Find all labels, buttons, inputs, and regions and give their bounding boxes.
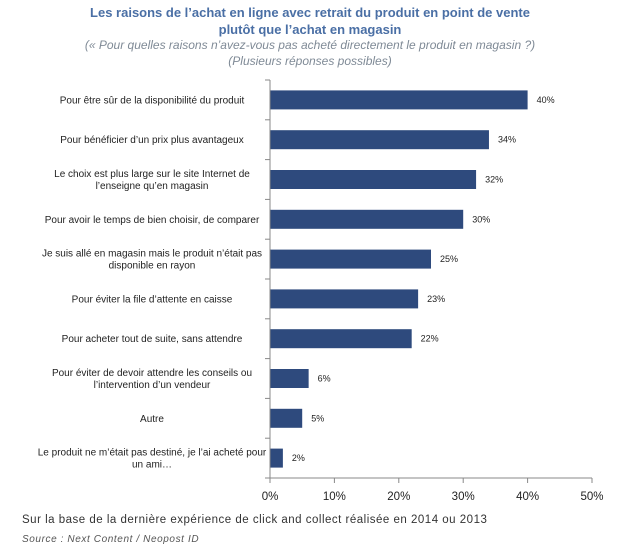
value-label: 40%	[537, 95, 555, 105]
category-label: Le produit ne m’était pas destiné, je l’…	[38, 448, 267, 471]
category-label: Pour éviter la file d’attente en caisse	[72, 294, 233, 305]
footnote: Sur la base de la dernière expérience de…	[22, 514, 488, 526]
value-label: 34%	[498, 135, 516, 145]
bar	[270, 130, 489, 150]
bar	[270, 289, 419, 309]
x-tick-label: 40%	[516, 491, 539, 503]
bars-group: 40% 34% 32% 30% 25% 23% 22% 6% 5% 2%	[270, 90, 555, 468]
value-label: 30%	[472, 214, 490, 224]
category-label: Le choix est plus large sur le site Inte…	[54, 169, 250, 192]
category-label: Pour acheter tout de suite, sans attendr…	[62, 334, 243, 345]
bar	[270, 170, 477, 189]
x-tick-label: 0%	[262, 491, 279, 503]
value-label: 22%	[421, 334, 439, 344]
category-label: Pour bénéficier d’un prix plus avantageu…	[60, 135, 243, 146]
category-label: Je suis allé en magasin mais le produit …	[42, 249, 262, 272]
category-label: Autre	[140, 414, 164, 425]
value-label: 32%	[485, 175, 503, 185]
bar	[270, 408, 303, 428]
x-axis: 0% 10% 20% 30% 40% 50%	[262, 79, 604, 503]
x-tick-label: 50%	[580, 491, 603, 503]
bar	[270, 209, 464, 229]
value-label: 5%	[311, 413, 324, 423]
chart-title-line1: Les raisons de l’achat en ligne avec ret…	[90, 5, 530, 20]
chart-subtitle-line2: (Plusieurs réponses possibles)	[228, 54, 392, 68]
x-tick-label: 30%	[452, 491, 475, 503]
value-label: 2%	[292, 453, 305, 463]
bar	[270, 90, 528, 110]
bar	[270, 369, 309, 388]
x-tick-label: 20%	[387, 491, 410, 503]
category-labels-group: Pour être sûr de la disponibilité du pro…	[38, 95, 267, 470]
source-note: Source : Next Content / Neopost ID	[22, 534, 200, 545]
value-label: 6%	[318, 374, 331, 384]
x-tick-label: 10%	[323, 491, 346, 503]
bar	[270, 329, 412, 349]
value-label: 23%	[427, 294, 445, 304]
category-label: Pour avoir le temps de bien choisir, de …	[45, 215, 260, 226]
bar	[270, 448, 283, 468]
category-label: Pour être sûr de la disponibilité du pro…	[60, 95, 245, 106]
chart-subtitle-line1: (« Pour quelles raisons n’avez-vous pas …	[84, 38, 536, 52]
bar	[270, 249, 431, 269]
category-label: Pour éviter de devoir attendre les conse…	[52, 368, 252, 391]
value-label: 25%	[440, 254, 458, 264]
chart-title-line2: plutôt que l’achat en magasin	[218, 22, 402, 37]
bar-chart: 40% 34% 32% 30% 25% 23% 22% 6% 5% 2% Pour être sû…	[38, 79, 604, 503]
